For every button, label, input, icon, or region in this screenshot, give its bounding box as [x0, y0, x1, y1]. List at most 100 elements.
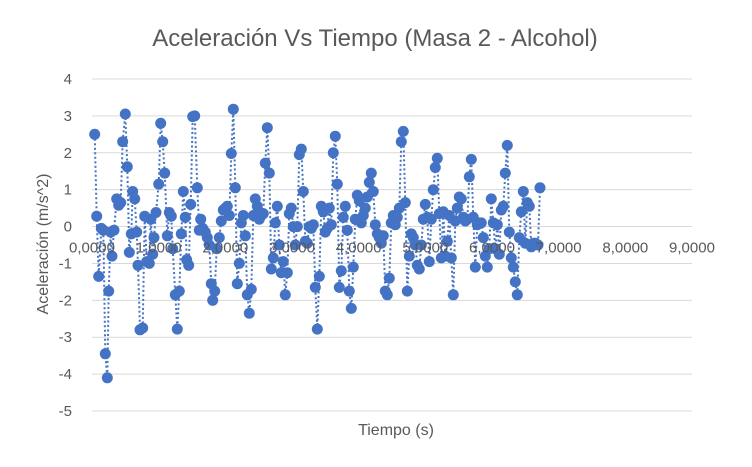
- data-point: [451, 202, 463, 214]
- data-point: [225, 148, 237, 159]
- data-point: [271, 200, 283, 212]
- y-tick-label: -4: [59, 366, 72, 383]
- data-point: [243, 307, 255, 319]
- data-point: [143, 257, 155, 269]
- data-point: [427, 184, 439, 196]
- data-point: [137, 322, 149, 334]
- data-point: [507, 261, 519, 273]
- data-point: [369, 219, 381, 231]
- data-point: [493, 248, 505, 260]
- data-point: [517, 186, 529, 197]
- data-point: [93, 270, 105, 282]
- x-tick-label: 8,0000: [602, 240, 648, 257]
- data-point: [413, 263, 425, 275]
- data-point: [245, 283, 257, 295]
- data-point: [309, 281, 321, 293]
- y-tick-label: -1: [59, 255, 72, 272]
- data-point: [509, 276, 521, 288]
- data-point: [117, 136, 129, 148]
- data-point: [455, 193, 467, 205]
- data-point: [229, 182, 241, 194]
- data-point: [103, 285, 115, 297]
- data-point: [511, 289, 523, 301]
- data-point: [499, 167, 511, 179]
- data-point: [341, 224, 353, 236]
- data-point: [108, 224, 120, 236]
- data-point: [213, 232, 225, 244]
- data-point: [89, 128, 101, 140]
- data-point: [415, 239, 427, 251]
- data-point: [301, 237, 313, 249]
- data-point: [503, 226, 515, 238]
- data-point: [469, 261, 481, 273]
- series-points: [89, 103, 546, 384]
- data-point: [159, 167, 171, 179]
- data-point: [391, 211, 403, 223]
- data-point: [295, 143, 307, 155]
- data-point: [329, 130, 341, 142]
- data-point: [173, 285, 185, 297]
- data-point: [91, 210, 103, 222]
- x-tick-label: 0,0000: [69, 240, 115, 257]
- x-tick-label: 1,0000: [136, 240, 182, 257]
- data-point: [347, 261, 359, 273]
- chart-title: Aceleración Vs Tiempo (Masa 2 - Alcohol): [152, 25, 598, 52]
- data-point: [129, 193, 141, 205]
- y-tick-label: 4: [64, 71, 72, 88]
- data-point: [132, 259, 144, 271]
- data-point: [485, 193, 497, 205]
- y-tick-label: -5: [59, 403, 72, 420]
- data-point: [195, 213, 207, 225]
- data-point: [367, 186, 379, 197]
- y-tick-label: 2: [64, 145, 72, 162]
- data-point: [123, 246, 135, 258]
- data-point: [491, 219, 503, 231]
- data-point: [259, 157, 271, 169]
- data-point: [150, 207, 162, 218]
- data-point: [515, 206, 527, 218]
- data-point: [481, 261, 493, 273]
- data-point: [207, 294, 219, 306]
- data-point: [147, 248, 159, 260]
- data-point: [359, 202, 371, 214]
- data-point: [523, 200, 535, 212]
- data-point: [233, 257, 245, 269]
- data-point: [311, 323, 323, 335]
- x-axis-tick-labels: 0,0000 1,0000 2,0000 3,0000 4,0000 5,0000 6,00…: [69, 240, 715, 257]
- x-tick-label: 6,0000: [469, 240, 515, 257]
- data-point: [363, 176, 375, 188]
- y-axis-tick-labels: 4 3 2 1 0 -1 -2 -3 -4 -5: [59, 71, 72, 420]
- data-point: [121, 161, 133, 173]
- data-point: [297, 186, 309, 197]
- data-point: [165, 210, 177, 222]
- data-point: [325, 219, 337, 231]
- x-tick-label: 5,0000: [402, 240, 448, 257]
- data-point: [273, 239, 285, 251]
- data-point: [383, 272, 395, 284]
- data-point: [395, 136, 407, 148]
- data-point: [337, 211, 349, 223]
- data-point: [365, 167, 377, 179]
- y-tick-label: -3: [59, 329, 72, 346]
- data-point: [131, 226, 143, 238]
- data-point: [221, 200, 233, 212]
- data-point: [401, 285, 413, 297]
- data-point: [333, 281, 345, 293]
- y-tick-label: 1: [64, 182, 72, 199]
- data-point: [189, 110, 201, 122]
- data-point: [251, 200, 263, 212]
- data-point: [431, 152, 443, 164]
- data-point: [327, 147, 339, 159]
- data-point: [223, 210, 235, 221]
- data-point: [263, 167, 275, 179]
- data-point: [161, 230, 173, 242]
- data-point: [99, 348, 111, 360]
- data-point: [313, 270, 325, 282]
- y-tick-label: 0: [64, 219, 72, 236]
- data-point: [211, 243, 223, 255]
- y-axis-title: Aceleración (m/s^2): [35, 174, 52, 315]
- data-point: [265, 263, 277, 275]
- data-point: [339, 200, 351, 212]
- y-tick-label: 3: [64, 108, 72, 125]
- data-point: [267, 252, 279, 264]
